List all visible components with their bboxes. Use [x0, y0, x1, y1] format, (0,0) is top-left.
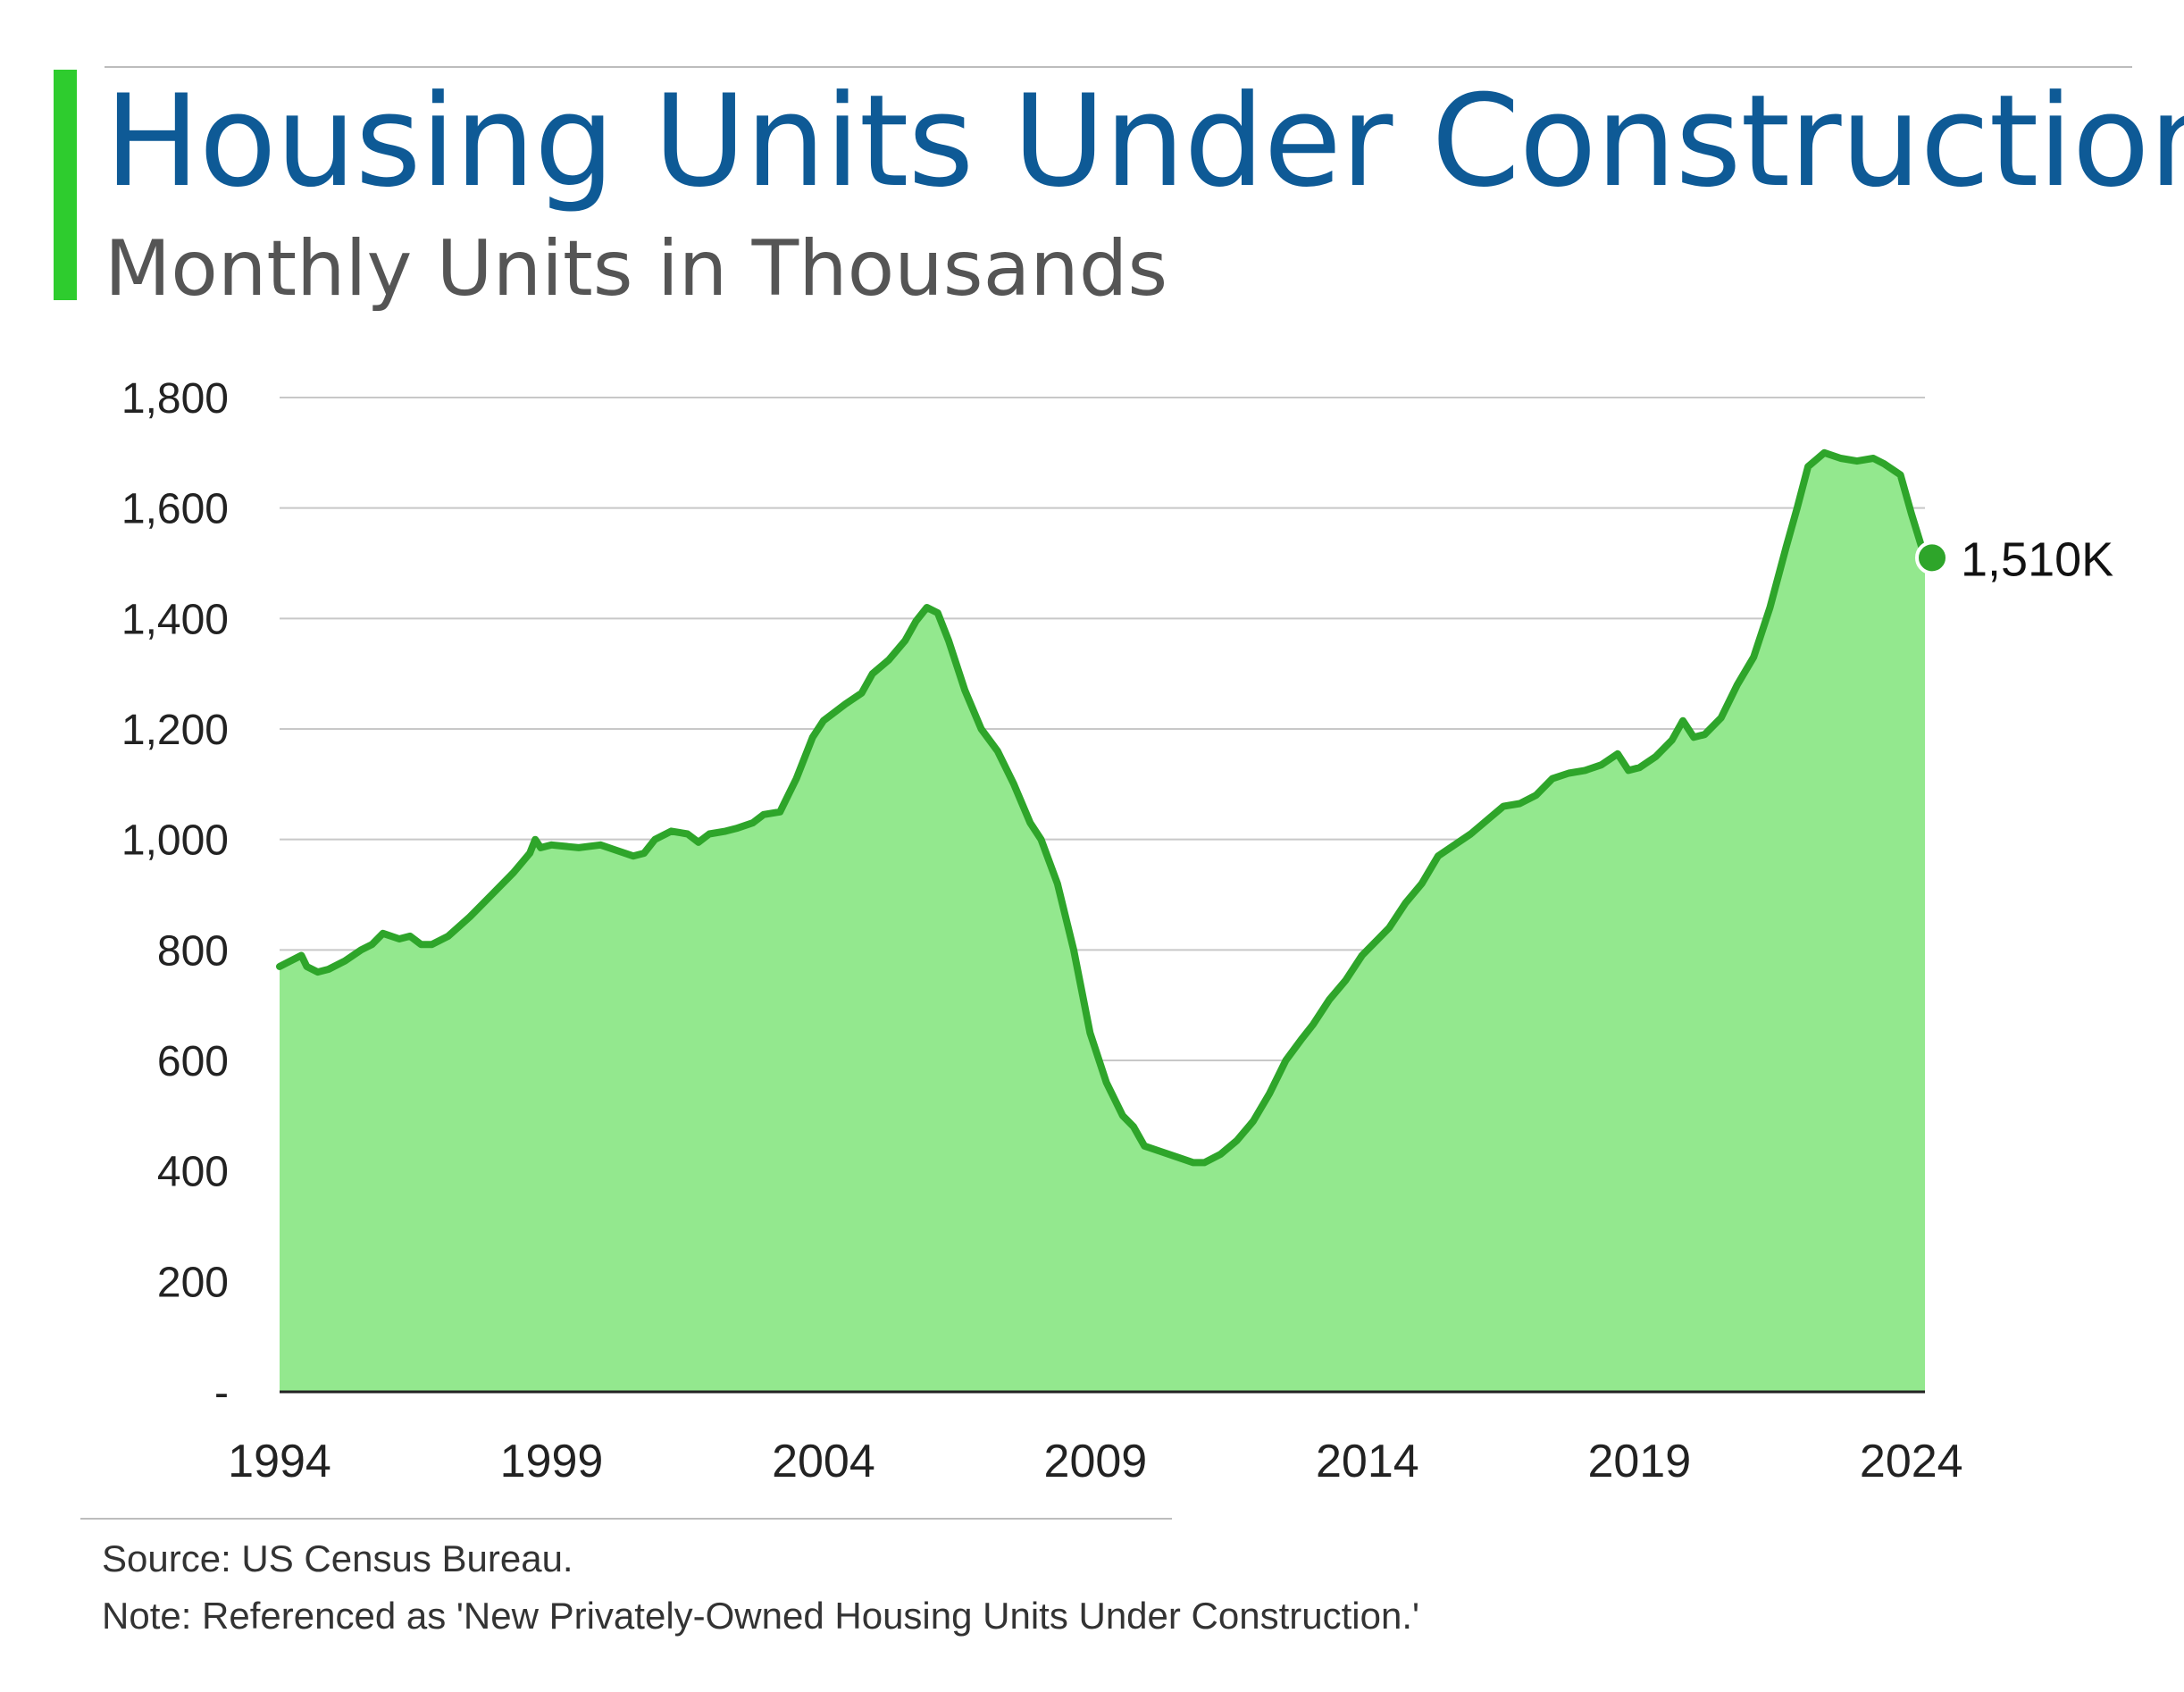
footer-rule — [80, 1518, 1172, 1520]
y-tick-label: 800 — [157, 927, 229, 975]
x-tick-label: 2014 — [1316, 1436, 1419, 1487]
x-tick-label: 2019 — [1587, 1436, 1691, 1487]
chart-title: Housing Units Under Construction — [105, 68, 2184, 215]
x-tick-label: 2004 — [772, 1436, 875, 1487]
x-tick-label: 1994 — [228, 1436, 331, 1487]
last-value-marker — [1915, 540, 1949, 575]
last-value-label: 1,510K — [1961, 532, 2113, 586]
x-tick-label: 1999 — [500, 1436, 604, 1487]
y-tick-label: 400 — [157, 1149, 229, 1196]
y-tick-label: 1,400 — [121, 596, 229, 643]
accent-bar — [54, 70, 77, 300]
y-tick-label: 600 — [157, 1038, 229, 1085]
footnote: Note: Referenced as 'New Privately-Owned… — [102, 1595, 1420, 1637]
chart-subtitle: Monthly Units in Thousands — [105, 224, 1168, 314]
annotations: 1,510K — [1915, 532, 2113, 586]
y-tick-label: 1,600 — [121, 486, 229, 533]
y-tick-label: - — [214, 1370, 229, 1417]
y-axis-ticks: - 200 400 600 800 1,000 1,200 1,400 1,600 1,800 — [121, 375, 229, 1417]
source-note: Source: US Census Bureau. — [102, 1537, 573, 1579]
top-rule — [105, 66, 2132, 68]
series-line — [276, 448, 1929, 1167]
y-tick-label: 1,000 — [121, 817, 229, 865]
y-tick-label: 1,200 — [121, 707, 229, 754]
y-tick-label: 200 — [157, 1259, 229, 1306]
area-fill — [280, 452, 1925, 1392]
x-tick-label: 2024 — [1860, 1436, 1963, 1487]
y-tick-label: 1,800 — [121, 375, 229, 423]
x-axis-ticks: 1994 1999 2004 2009 2014 2019 2024 — [228, 1436, 1962, 1487]
x-tick-label: 2009 — [1044, 1436, 1148, 1487]
